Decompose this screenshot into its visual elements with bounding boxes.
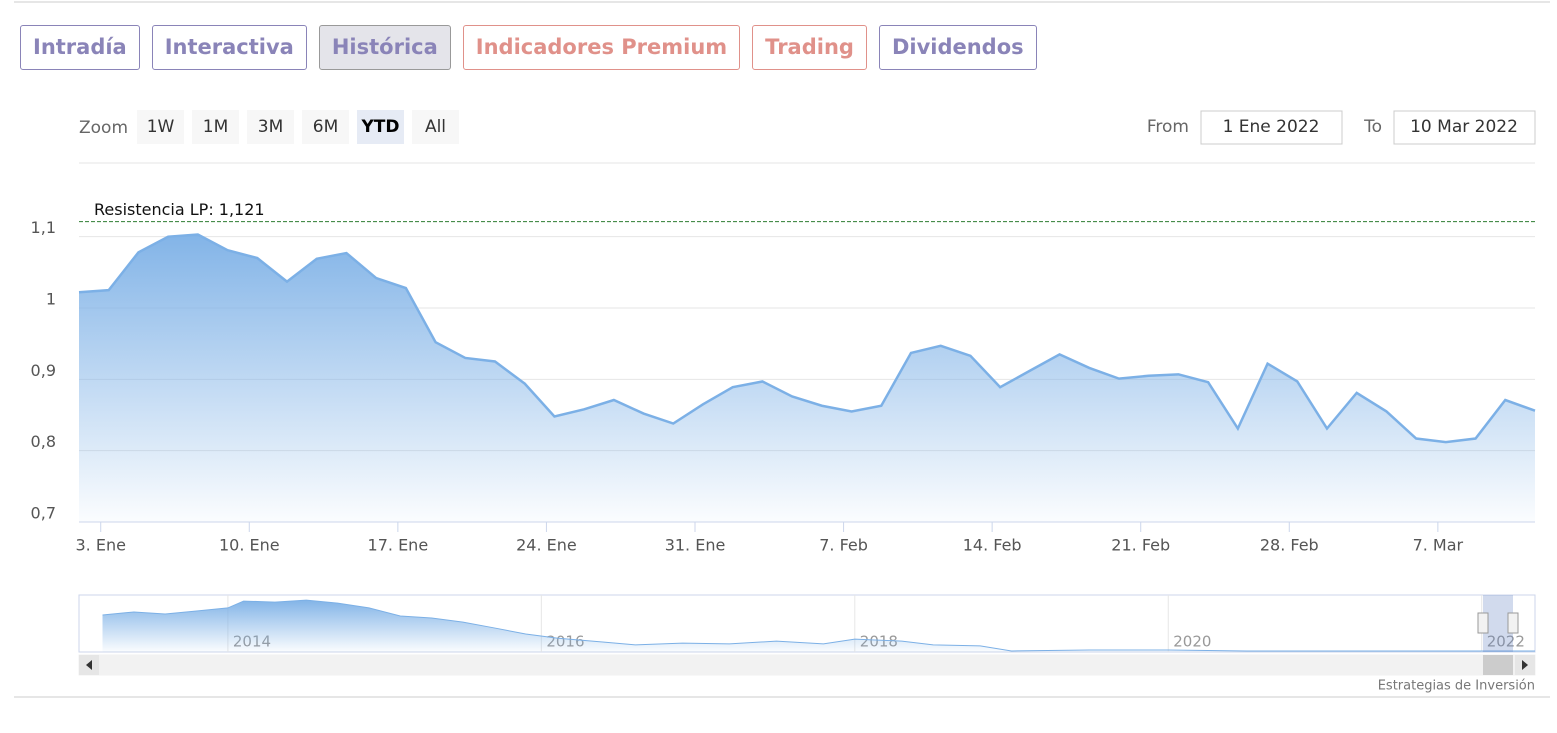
zoom-button-label[interactable]: YTD: [360, 117, 399, 137]
zoom-button[interactable]: [412, 110, 459, 144]
x-tick-label: 7. Mar: [1413, 536, 1464, 555]
x-tick-label: 7. Feb: [819, 536, 868, 555]
scrollbar-right-arrow: [1522, 660, 1528, 670]
zoom-button[interactable]: [192, 110, 239, 144]
y-tick-label: 0,8: [31, 432, 56, 451]
zoom-button-label[interactable]: 3M: [258, 117, 283, 137]
y-tick-label: 1: [46, 290, 56, 309]
to-label: To: [1363, 117, 1382, 137]
y-tick-label: 0,7: [31, 504, 56, 523]
x-tick-label: 24. Ene: [516, 536, 577, 555]
to-input[interactable]: [1393, 110, 1536, 145]
x-tick-label: 17. Ene: [368, 536, 429, 555]
tab[interactable]: Histórica: [318, 25, 451, 70]
zoom-label: Zoom: [79, 118, 128, 138]
x-tick-label: 28. Feb: [1260, 536, 1319, 555]
area: [79, 234, 1535, 522]
line: [78, 233, 1536, 444]
tab-bar: Intradía Interactiva Histórica Indicadores …: [20, 25, 1037, 70]
x-tick-label: 3. Ene: [75, 536, 125, 555]
scrollbar-track: [78, 654, 1536, 676]
navigator-tick-label: 2022: [1487, 633, 1525, 651]
scrollbar-thumb[interactable]: [1483, 655, 1513, 675]
to-value[interactable]: 10 Mar 2022: [1410, 117, 1518, 137]
y-tick-label: 1,1: [31, 218, 56, 237]
x-tick-label: 21. Feb: [1111, 536, 1170, 555]
y-tick-label: 0,9: [31, 361, 56, 380]
scrollbar-left-arrow: [86, 660, 92, 670]
zoom-button-label[interactable]: 1M: [203, 117, 228, 137]
navigator-area: [102, 600, 1535, 652]
tab[interactable]: Intradía: [20, 25, 140, 70]
from-input[interactable]: [1200, 110, 1343, 145]
tab[interactable]: Dividendos: [878, 25, 1037, 70]
tab[interactable]: Indicadores Premium: [462, 25, 741, 70]
zoom-button-label[interactable]: 6M: [313, 117, 338, 137]
zoom-button[interactable]: [357, 110, 404, 144]
from-label: From: [1147, 117, 1189, 137]
x-tick-label: 14. Feb: [963, 536, 1022, 555]
navigator-handle[interactable]: [1507, 612, 1519, 634]
x-tick-label: 10. Ene: [219, 536, 280, 555]
zoom-button-label[interactable]: All: [425, 117, 446, 137]
zoom-button[interactable]: [247, 110, 294, 144]
zoom-button[interactable]: [137, 110, 184, 144]
x-tick-label: 31. Ene: [665, 536, 726, 555]
credits: Estrategias de Inversión: [1378, 679, 1535, 694]
zoom-button-label[interactable]: 1W: [147, 117, 175, 137]
navigator-tick-label: 2020: [1173, 633, 1211, 651]
navigator-handle[interactable]: [1477, 612, 1489, 634]
navigator-line: [102, 599, 1535, 652]
from-value[interactable]: 1 Ene 2022: [1223, 117, 1320, 137]
tab[interactable]: Trading: [752, 25, 867, 70]
zoom-button[interactable]: [302, 110, 349, 144]
tab[interactable]: Interactiva: [151, 25, 307, 70]
plot-line-label: Resistencia LP: 1,121: [94, 200, 265, 219]
